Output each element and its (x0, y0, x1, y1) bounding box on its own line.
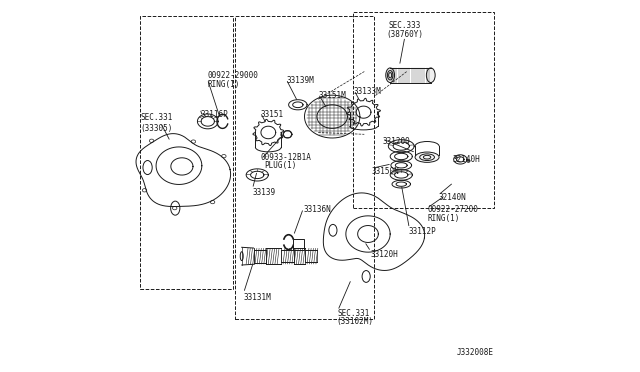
Text: (33305): (33305) (141, 124, 173, 133)
Text: 33139M: 33139M (286, 76, 314, 85)
Ellipse shape (386, 68, 394, 83)
Text: 00922-27200: 00922-27200 (427, 205, 478, 215)
Text: SEC.331: SEC.331 (141, 113, 173, 122)
Text: 33150N: 33150N (372, 167, 399, 176)
Text: PLUG(1): PLUG(1) (264, 161, 296, 170)
Text: SEC.331: SEC.331 (338, 309, 370, 318)
Text: J332008E: J332008E (456, 349, 493, 357)
Text: SEC.333: SEC.333 (388, 21, 421, 30)
Text: 32140H: 32140H (452, 155, 480, 164)
Text: 33151M: 33151M (318, 91, 346, 100)
Ellipse shape (415, 152, 439, 162)
Text: RING(1): RING(1) (207, 80, 240, 89)
Text: 33116P: 33116P (200, 109, 228, 119)
Text: 33133M: 33133M (353, 87, 381, 96)
Text: 33131M: 33131M (244, 293, 271, 302)
Text: 33136N: 33136N (303, 205, 331, 215)
Text: 33139: 33139 (252, 188, 276, 197)
Text: 00933-12B1A: 00933-12B1A (261, 153, 312, 162)
Text: (38760Y): (38760Y) (387, 30, 424, 39)
Text: 33112P: 33112P (408, 227, 436, 235)
Ellipse shape (467, 160, 470, 162)
Text: 33151: 33151 (260, 109, 284, 119)
Text: 33120H: 33120H (371, 250, 399, 259)
Text: RING(1): RING(1) (427, 214, 460, 223)
Text: 32140N: 32140N (438, 193, 466, 202)
Ellipse shape (426, 68, 435, 83)
Text: 00922-29000: 00922-29000 (207, 71, 259, 80)
Text: (33102M): (33102M) (337, 317, 374, 326)
Bar (293, 239, 304, 250)
Text: 33120Q: 33120Q (382, 137, 410, 145)
